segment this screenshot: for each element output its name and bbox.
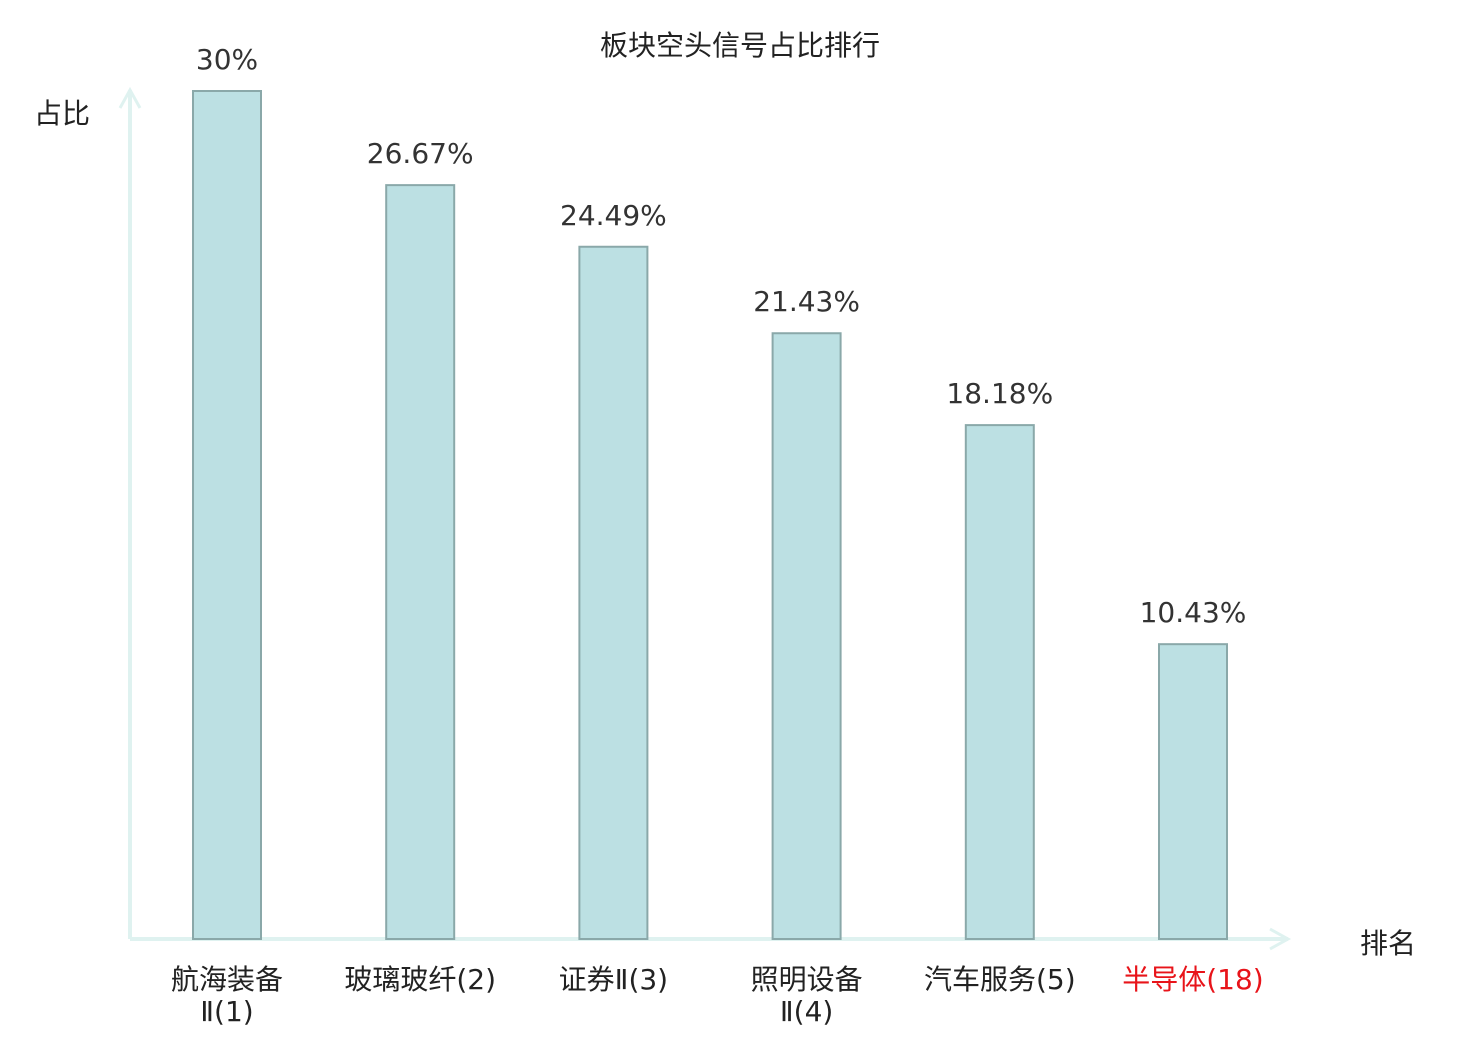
x-tick-label: 汽车服务(5) [923,963,1076,996]
data-label: 30% [195,43,259,76]
bar [192,90,262,940]
y-axis-label: 占比 [34,97,91,130]
bar [964,424,1035,940]
x-tick-label: 航海装备Ⅱ(1) [170,963,283,1028]
data-label: 10.43% [1139,596,1247,630]
bar [578,245,649,940]
x-tick-label: 玻璃玻纤(2) [344,963,497,996]
bar [771,332,842,940]
data-label: 18.18% [946,377,1054,411]
chart-title: 板块空头信号占比排行 [599,29,880,62]
x-axis-label: 排名 [1360,927,1417,960]
data-label: 26.67% [366,137,474,171]
data-label: 21.43% [753,285,860,319]
bar [1158,643,1228,940]
y-axis-arrow [118,86,142,109]
x-tick-label: 证券Ⅱ(3) [558,963,669,996]
x-tick-label: 半导体(18) [1122,963,1264,996]
data-label: 24.49% [560,198,667,232]
bar [385,184,456,941]
x-axis-arrow [1269,927,1292,951]
x-tick-label: 照明设备Ⅱ(4) [750,963,863,1028]
